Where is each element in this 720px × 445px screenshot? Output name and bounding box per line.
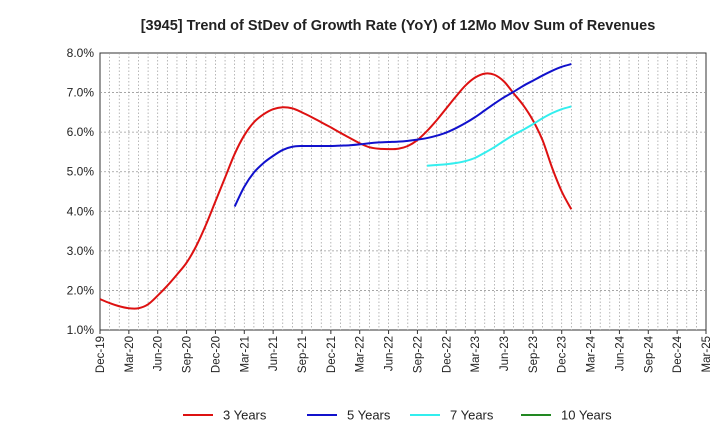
y-tick-label: 5.0% xyxy=(67,165,95,179)
legend-label-3-years: 3 Years xyxy=(223,408,267,423)
x-tick-label: Mar-23 xyxy=(470,336,482,372)
y-tick-label: 6.0% xyxy=(67,125,95,139)
y-tick-label: 7.0% xyxy=(67,86,95,100)
legend-label-7-years: 7 Years xyxy=(450,408,494,423)
y-tick-label: 3.0% xyxy=(67,244,95,258)
x-tick-label: Jun-23 xyxy=(499,336,511,371)
series-line-5-years xyxy=(233,63,572,207)
y-tick-label: 2.0% xyxy=(67,283,95,297)
x-tick-label: Dec-21 xyxy=(326,336,338,373)
x-tick-label: Mar-20 xyxy=(124,336,136,372)
chart-title: [3945] Trend of StDev of Growth Rate (Yo… xyxy=(141,18,656,34)
grid xyxy=(99,52,707,331)
series-line-7-years xyxy=(426,105,572,167)
x-tick-label: Dec-24 xyxy=(672,335,684,373)
x-tick-label: Sep-24 xyxy=(643,335,655,373)
x-tick-label: Jun-20 xyxy=(153,336,165,371)
x-tick-label: Sep-21 xyxy=(297,336,309,373)
legend-label-10-years: 10 Years xyxy=(561,408,612,423)
y-tick-label: 1.0% xyxy=(67,323,95,337)
y-tick-label: 4.0% xyxy=(67,204,95,218)
series-line-3-years xyxy=(99,72,573,310)
x-tick-label: Mar-21 xyxy=(239,336,251,372)
x-tick-label: Dec-22 xyxy=(441,336,453,373)
x-tick-label: Jun-22 xyxy=(384,336,396,371)
x-tick-label: Jun-24 xyxy=(614,335,626,371)
series-lines xyxy=(99,63,573,310)
legend: 3 Years 5 Years 7 Years 10 Years xyxy=(183,408,612,423)
x-tick-label: Sep-22 xyxy=(412,336,424,373)
x-tick-label: Mar-24 xyxy=(586,335,598,372)
x-tick-label: Mar-25 xyxy=(701,336,713,372)
plot-area xyxy=(99,52,707,331)
x-tick-label: Sep-20 xyxy=(182,336,194,373)
x-tick-label: Dec-20 xyxy=(210,336,222,373)
axes: 1.0% 2.0% 3.0% 4.0% 5.0% 6.0% 7.0% 8.0% Dec-19 Ma… xyxy=(67,46,713,373)
x-tick-label: Dec-23 xyxy=(557,336,569,373)
y-tick-label: 8.0% xyxy=(67,46,95,60)
legend-label-5-years: 5 Years xyxy=(347,408,391,423)
x-tick-label: Mar-22 xyxy=(355,336,367,372)
x-tick-label: Sep-23 xyxy=(528,336,540,373)
x-tick-label: Jun-21 xyxy=(268,336,280,371)
x-tick-label: Dec-19 xyxy=(95,336,107,373)
